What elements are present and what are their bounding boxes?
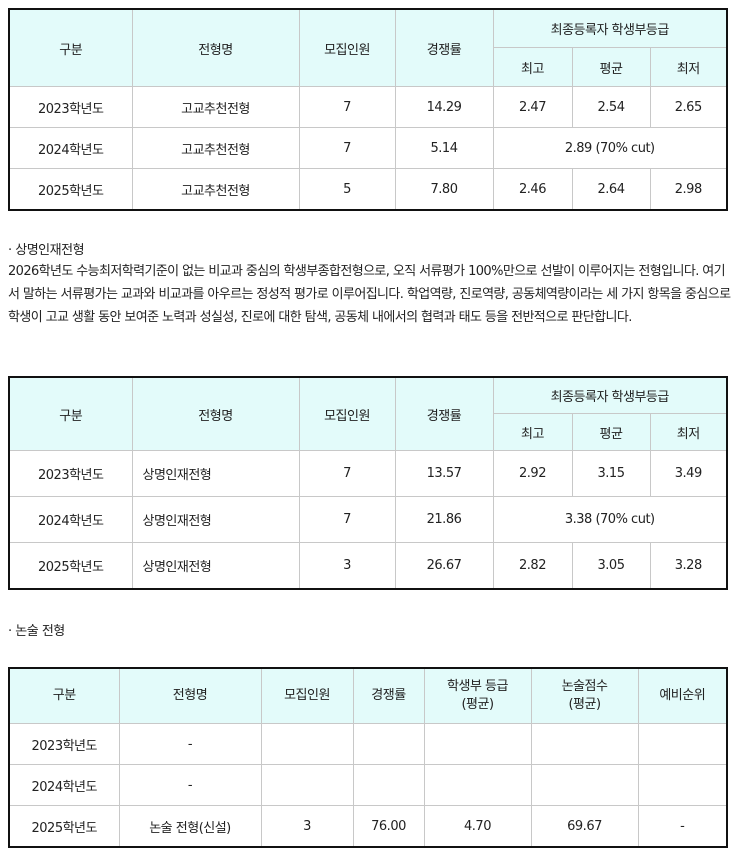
header-name: 전형명 [131,8,300,87]
section-description: 2026학년도 수능최저학력기준이 없는 비교과 중심의 학생부종합전형으로, … [8,264,731,325]
cell: 7 [298,127,396,169]
header-ratio: 경쟁률 [394,8,494,87]
cell: 상명인재전형 [131,542,300,590]
cell: 3.28 [649,542,728,590]
cell [423,723,532,765]
cell [260,764,354,806]
cell: 2023학년도 [8,86,133,128]
header-recruit: 모집인원 [298,8,396,87]
admission-table-essay: 구분 전형명 모집인원 경쟁률 학생부 등급 (평균) 논술점수 (평균) 예비순위 202… [8,667,728,848]
cell: 3 [298,542,396,590]
header-min: 최저 [649,47,728,87]
cell: 논술 전형(신설) [118,805,262,848]
cell: 2023학년도 [8,723,120,765]
cell: - [118,764,262,806]
cell: - [118,723,262,765]
cell: 2.46 [492,168,573,211]
cell: 2.82 [492,542,573,590]
table-row: 2024학년도 고교추천전형 7 5.14 2.89 (70% cut) [8,127,728,169]
cell: 2.54 [571,86,651,128]
header-max: 최고 [492,47,573,87]
table-row: 2024학년도 - [8,764,728,806]
cell: 2.98 [649,168,728,211]
cell: 2.64 [571,168,651,211]
table-row: 2025학년도 고교추천전형 5 7.80 2.46 2.64 2.98 [8,168,728,211]
table-row: 2023학년도 고교추천전형 7 14.29 2.47 2.54 2.65 [8,86,728,128]
cell: 5 [298,168,396,211]
header-name: 전형명 [131,376,300,451]
cell: 상명인재전형 [131,450,300,497]
cell: 69.67 [530,805,639,848]
admission-table-sangmyung-talent: 구분 전형명 모집인원 경쟁률 최종등록자 학생부등급 최고 평균 최저 2023학년도 상명… [8,376,728,590]
cell: 2.92 [492,450,573,497]
cell [352,764,425,806]
section-title-sangmyung: · 상명인재전형 [8,243,85,258]
cell: 2.65 [649,86,728,128]
header-col-6: 예비순위 [637,667,728,724]
cell: 7.80 [394,168,494,211]
header-grade: 최종등록자 학생부등급 [492,376,728,414]
table-row: 2024학년도 상명인재전형 7 21.86 3.38 (70% cut) [8,496,728,543]
cell: 2024학년도 [8,127,133,169]
header-min: 최저 [649,413,728,451]
cell: 76.00 [352,805,425,848]
header-grade: 최종등록자 학생부등급 [492,8,728,48]
header-col-1: 전형명 [118,667,262,724]
cell: 3.05 [571,542,651,590]
cell: 2025학년도 [8,168,133,211]
cell: 2.89 (70% cut) [492,127,728,169]
header-recruit: 모집인원 [298,376,396,451]
cell: 2025학년도 [8,805,120,848]
cell: 2024학년도 [8,496,133,543]
cell: 2024학년도 [8,764,120,806]
cell: 21.86 [394,496,494,543]
header-col-4: 학생부 등급 (평균) [423,667,532,724]
cell: 고교추천전형 [131,168,300,211]
header-avg: 평균 [571,413,651,451]
cell: 14.29 [394,86,494,128]
cell: 3.15 [571,450,651,497]
table-row: 2023학년도 상명인재전형 7 13.57 2.92 3.15 3.49 [8,450,728,497]
cell [423,764,532,806]
cell: 고교추천전형 [131,127,300,169]
header-ratio: 경쟁률 [394,376,494,451]
header-avg: 평균 [571,47,651,87]
cell [530,764,639,806]
cell: 4.70 [423,805,532,848]
cell [637,723,728,765]
header-col-5: 논술점수 (평균) [530,667,639,724]
header-gubun: 구분 [8,376,133,451]
header-col-3: 경쟁률 [352,667,425,724]
cell [260,723,354,765]
header-max: 최고 [492,413,573,451]
cell: 3 [260,805,354,848]
cell: 3.49 [649,450,728,497]
header-col-0: 구분 [8,667,120,724]
cell [637,764,728,806]
cell [352,723,425,765]
header-col-2: 모집인원 [260,667,354,724]
table-row: 2025학년도 상명인재전형 3 26.67 2.82 3.05 3.28 [8,542,728,590]
cell: 5.14 [394,127,494,169]
cell: 13.57 [394,450,494,497]
cell: 고교추천전형 [131,86,300,128]
admission-table-school-recommendation: 구분 전형명 모집인원 경쟁률 최종등록자 학생부등급 최고 평균 최저 2023학년도 고교… [8,8,728,211]
cell: 2025학년도 [8,542,133,590]
cell: 7 [298,86,396,128]
cell: 상명인재전형 [131,496,300,543]
cell: 2023학년도 [8,450,133,497]
header-gubun: 구분 [8,8,133,87]
table-row: 2025학년도 논술 전형(신설) 3 76.00 4.70 69.67- [8,805,728,848]
cell: 26.67 [394,542,494,590]
cell [530,723,639,765]
cell: 3.38 (70% cut) [492,496,728,543]
table-row: 2023학년도 - [8,723,728,765]
cell: - [637,805,728,848]
cell: 7 [298,450,396,497]
section-title-essay: · 논술 전형 [8,624,65,639]
cell: 2.47 [492,86,573,128]
cell: 7 [298,496,396,543]
